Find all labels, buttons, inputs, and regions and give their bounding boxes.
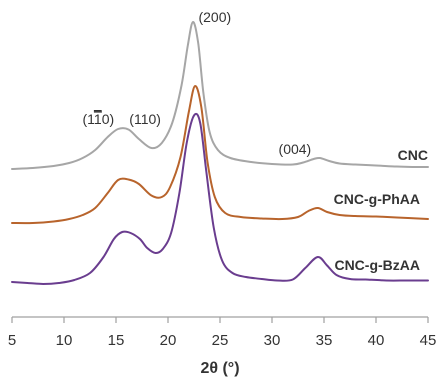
x-tick-label: 30 [264, 332, 281, 349]
peak-annotations: (110) (110) (200) (004) [82, 9, 311, 157]
x-tick-label: 10 [56, 332, 73, 349]
series-label-cnc-g-bzaa: CNC-g-BzAA [334, 257, 420, 273]
x-tick-label: 20 [160, 332, 177, 349]
series-label-cnc: CNC [398, 147, 428, 163]
x-tick-label: 25 [212, 332, 229, 349]
x-tick-label: 15 [108, 332, 125, 349]
x-axis-label: 2θ (°) [200, 360, 239, 377]
x-tick-label: 40 [368, 332, 385, 349]
series-group [11, 20, 429, 285]
x-tick-label: 5 [8, 332, 16, 349]
x-tick-label: 35 [316, 332, 333, 349]
peak-label: (004) [279, 141, 312, 157]
series-line-cnc-g-phaa [11, 85, 429, 225]
x-axis: 5 10 15 20 25 30 35 40 45 [8, 316, 437, 349]
series-line-cnc [11, 20, 429, 170]
peak-label: (110) [82, 111, 114, 127]
series-line-cnc-g-bzaa [11, 112, 429, 285]
peak-label: (200) [198, 9, 231, 25]
series-label-cnc-g-phaa: CNC-g-PhAA [334, 191, 420, 207]
x-tick-label: 45 [420, 332, 437, 349]
overbar-digit: 1 [94, 111, 102, 127]
peak-label: (110) [129, 111, 161, 127]
series-labels: CNC CNC-g-PhAA CNC-g-BzAA [334, 147, 428, 273]
